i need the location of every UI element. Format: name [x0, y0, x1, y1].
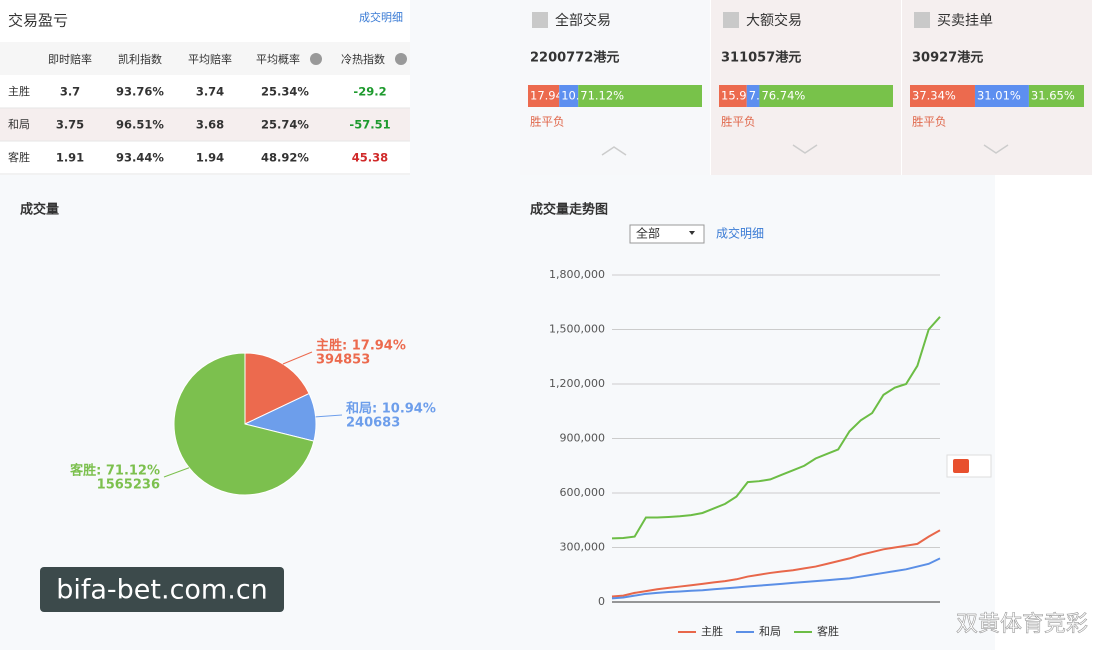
row-label: 和局: [8, 118, 30, 131]
cell: 93.44%: [116, 151, 164, 165]
series-line: [611, 557, 941, 600]
chevron: [792, 144, 818, 154]
cell: 96.51%: [116, 118, 164, 132]
line-title: 成交量走势图: [530, 202, 608, 218]
y-tick-label: 1,200,000: [549, 377, 605, 390]
pie-label: 客胜: 71.12%: [70, 463, 160, 479]
tab-icon: [532, 12, 548, 28]
cell: 1.94: [196, 151, 224, 165]
side-icon: [953, 459, 969, 473]
share-bar: [559, 85, 579, 107]
tab-caption: 胜平负: [721, 115, 756, 129]
pie-volume: 240683: [346, 416, 400, 431]
tab-caption: 胜平负: [912, 115, 947, 129]
cell: 48.92%: [261, 151, 309, 165]
share-bar: [759, 85, 893, 107]
leader-line: [315, 414, 343, 418]
cell: 1.91: [56, 151, 84, 165]
y-tick-label: 0: [598, 595, 605, 608]
cell: 25.74%: [261, 118, 309, 132]
cell: 3.68: [196, 118, 224, 132]
row-label: 主胜: [8, 84, 30, 98]
cell: 45.38: [352, 151, 388, 165]
pie-volume: 394853: [316, 353, 370, 368]
chevron: [601, 146, 627, 156]
y-tick-label: 1,800,000: [549, 268, 605, 281]
column-header: 即时赔率: [48, 52, 92, 66]
cell: -29.2: [353, 85, 386, 99]
share-label: 31.01%: [977, 89, 1021, 103]
share-label: 76.74%: [761, 89, 805, 103]
cell: 3.7: [60, 85, 80, 99]
cell: 25.34%: [261, 85, 309, 99]
help-icon: [395, 53, 407, 65]
select-arrow: [689, 231, 695, 235]
pie-slice: [244, 352, 310, 425]
pie-volume: 1565236: [97, 478, 160, 493]
chart-link[interactable]: 成交明细: [716, 226, 764, 241]
share-bar: [910, 85, 975, 107]
share-bar: [1028, 85, 1084, 107]
gap-bg: [410, 0, 520, 175]
y-tick-label: 300,000: [560, 541, 606, 554]
cell: 3.75: [56, 118, 84, 132]
tab-title[interactable]: 买卖挂单: [937, 13, 993, 29]
legend-label: 客胜: [817, 624, 839, 638]
pie-label: 主胜: 17.94%: [316, 338, 406, 354]
select-box[interactable]: [629, 224, 705, 244]
y-tick-label: 900,000: [560, 432, 606, 445]
share-label: 31.65%: [1031, 89, 1075, 103]
leader-line: [282, 351, 313, 365]
cell: 3.74: [196, 85, 224, 99]
share-bar: [719, 85, 747, 107]
watermark: 双黄体育竞彩: [956, 612, 1088, 637]
share-bar: [974, 85, 1029, 107]
cell: -57.51: [349, 118, 390, 132]
cell: 93.76%: [116, 85, 164, 99]
column-header: 冷热指数: [341, 52, 385, 66]
watermark: bifa-bet.com.cn: [56, 575, 268, 606]
row-label: 客胜: [8, 150, 30, 164]
pie-slice: [173, 352, 315, 496]
panel-link[interactable]: 成交明细: [359, 10, 403, 24]
tab-title[interactable]: 全部交易: [555, 12, 611, 29]
share-label: 37.34%: [912, 89, 956, 103]
pie-label: 和局: 10.94%: [346, 401, 436, 417]
series-line: [611, 316, 941, 540]
row-shade: [0, 108, 410, 141]
tab-amount: 311057港元: [721, 50, 801, 66]
column-header: 平均概率: [256, 52, 300, 66]
help-icon: [310, 53, 322, 65]
tab-icon: [914, 12, 930, 28]
tab-caption: 胜平负: [530, 115, 565, 129]
chevron: [983, 144, 1009, 154]
share-label: 71.12%: [580, 89, 624, 103]
y-tick-label: 600,000: [560, 486, 606, 499]
select-value[interactable]: 全部: [636, 226, 660, 241]
panel-bg: [0, 0, 410, 175]
column-header: 平均赔率: [188, 52, 232, 66]
table-header-bg: [0, 42, 410, 75]
share-bar: [528, 85, 560, 107]
pie-title: 成交量: [20, 202, 59, 218]
y-tick-label: 1,500,000: [549, 323, 605, 336]
share-bar: [746, 85, 760, 107]
share-bar: [578, 85, 702, 107]
leader-line: [163, 467, 190, 478]
panel-title: 交易盈亏: [8, 12, 68, 30]
legend-label: 主胜: [701, 624, 723, 638]
tab-icon: [723, 12, 739, 28]
column-header: 凯利指数: [118, 52, 162, 66]
tab-amount: 30927港元: [912, 50, 983, 66]
legend-label: 和局: [759, 625, 781, 638]
tab-title[interactable]: 大额交易: [746, 12, 802, 29]
watermark-box: [40, 567, 284, 612]
tab-amount: 2200772港元: [530, 50, 619, 66]
series-line: [611, 529, 941, 598]
